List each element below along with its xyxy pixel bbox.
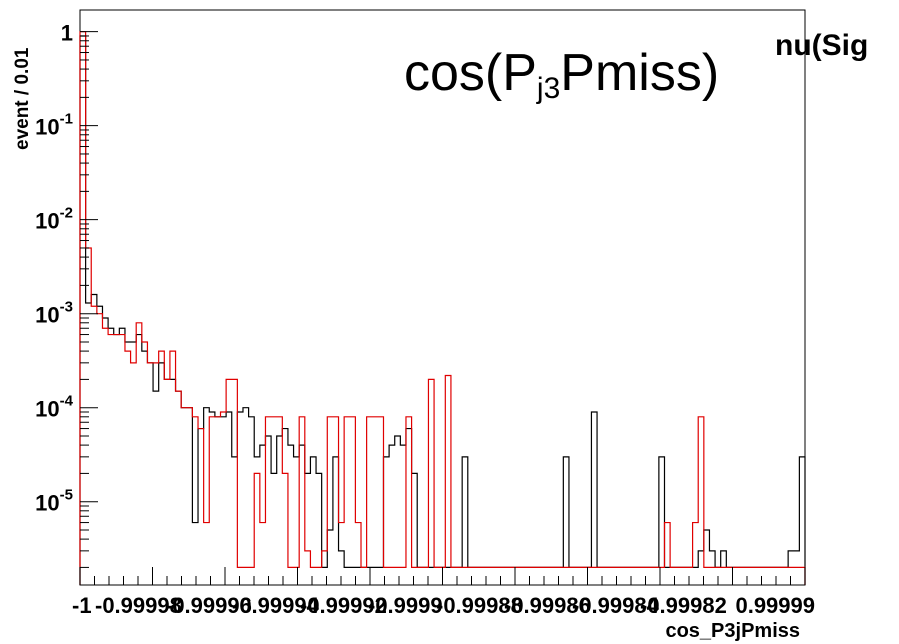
y-tick-label-5: 10-5 [35,487,73,516]
y-tick-label-4: 10-4 [35,393,73,422]
x-tick-label-5: -0.9999 [368,593,443,618]
x-tick-label-10: 0.99999 [735,593,815,618]
x-tick-label-9: -0.99982 [640,593,727,618]
x-tick-label-2: -0.99996 [165,593,252,618]
chart-title: cos(Pj3Pmiss) [404,44,719,105]
x-tick-label-6: -0.99988 [436,593,523,618]
stat-box-text: nu(Sig [775,29,868,62]
plot-frame-rect [79,9,806,586]
x-axis-title: cos_P3jPmiss [665,620,800,642]
x-tick-label-3: -0.99994 [232,593,320,618]
x-tick-label-8: -0.99984 [572,593,660,618]
y-tick-exponent: -2 [60,205,73,222]
y-tick-label-3: 10-3 [35,299,73,328]
series-group [79,31,806,585]
chart-title-subscript: j3 [536,72,560,105]
x-tick-label-7: -0.99986 [504,593,591,618]
y-tick-base: 10 [35,397,59,422]
y-tick-base: 10 [35,209,59,234]
y-tick-label-1: 10-1 [35,111,73,140]
chart-title-end: Pmiss) [560,44,719,102]
y-tick-exponent: -5 [60,487,73,504]
y-tick-label-0: 1 [61,21,73,46]
y-tick-exponent: -3 [60,299,73,316]
y-tick-base: 10 [35,303,59,328]
plot-frame [79,9,806,586]
series-line-1 [79,31,806,585]
x-tick-label-0: -1 [72,593,92,618]
y-tick-exponent: -4 [60,393,74,410]
y-tick-base: 10 [35,115,59,140]
y-tick-base: 10 [35,491,59,516]
chart-title-main: cos(P [404,44,537,102]
x-tick-label-4: -0.99992 [300,593,387,618]
x-tick-label-1: -0.99998 [95,593,182,618]
y-tick-label-2: 10-2 [35,205,73,234]
y-tick-base: 1 [61,21,73,46]
x-axis: -1 -0.99998-0.99996-0.99994-0.99992-0.999… [72,567,815,618]
y-tick-exponent: -1 [60,111,73,128]
y-axis-title: event / 0.01 [12,47,33,150]
y-axis: 110-110-210-310-410-5 [35,21,98,568]
